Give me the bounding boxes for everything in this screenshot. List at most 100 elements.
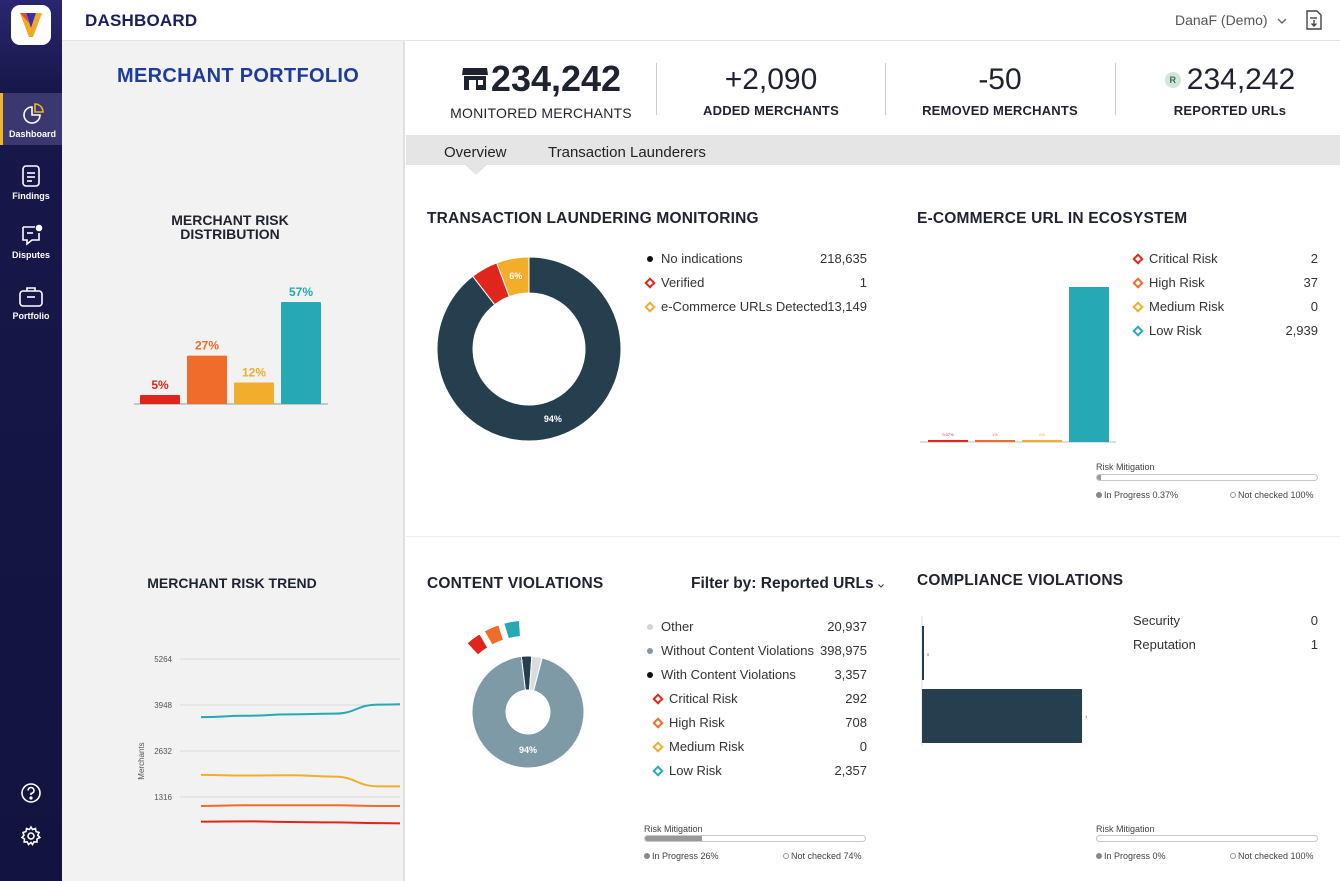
kpi-label: REPORTED URLs bbox=[1173, 103, 1287, 118]
legend-item: Critical Risk 292 bbox=[645, 687, 867, 711]
kpi-label: MONITORED MERCHANTS bbox=[450, 105, 632, 121]
series-line bbox=[200, 820, 400, 825]
top-bar: DASHBOARD DanaF (Demo) bbox=[62, 0, 1340, 41]
filter-label: Filter by: bbox=[691, 575, 757, 592]
compliance-mitigation-title: Risk Mitigation bbox=[1096, 824, 1155, 834]
active-tab-indicator bbox=[465, 165, 487, 175]
user-menu[interactable]: DanaF (Demo) bbox=[1175, 12, 1287, 28]
slice-label: 6% bbox=[509, 271, 522, 281]
kpi-monitored-merchants: 234,242 MONITORED MERCHANTS bbox=[436, 41, 646, 137]
document-icon bbox=[22, 165, 40, 187]
series-line bbox=[200, 804, 400, 807]
nav-item-findings[interactable]: Findings bbox=[0, 155, 62, 207]
diamond-icon bbox=[644, 277, 656, 289]
data-label: 0% bbox=[1039, 432, 1045, 437]
diamond-icon bbox=[1132, 277, 1144, 289]
exploded-slice-group bbox=[466, 633, 489, 656]
chat-alert-icon bbox=[22, 224, 43, 246]
series-line bbox=[200, 773, 400, 788]
legend-item: High Risk 708 bbox=[645, 711, 867, 735]
compliance-bar-chart: 01 bbox=[921, 616, 1088, 746]
kpi-value: 234,242 bbox=[490, 58, 622, 99]
kpi-reported-urls: R 234,242 REPORTED URLs bbox=[1130, 41, 1330, 137]
bar bbox=[187, 355, 227, 404]
exploded-slice bbox=[503, 619, 522, 640]
diamond-icon bbox=[652, 765, 664, 777]
donut-slice bbox=[436, 256, 622, 442]
ecom-legend: Critical Risk 2 High Risk 37 Medium Risk 0 … bbox=[1132, 247, 1318, 343]
diamond-icon bbox=[652, 717, 664, 729]
legend-item: Low Risk 2,939 bbox=[1132, 319, 1318, 343]
app-logo[interactable] bbox=[11, 5, 51, 45]
y-tick-label: 2632 bbox=[154, 747, 172, 756]
nav-item-disputes[interactable]: Disputes bbox=[0, 214, 62, 266]
nav-item-dashboard[interactable]: Dashboard bbox=[0, 93, 62, 145]
legend-item: No indications 218,635 bbox=[645, 247, 867, 271]
sidebar: Dashboard Findings Disputes Portfolio bbox=[0, 0, 62, 881]
diamond-icon bbox=[652, 741, 664, 753]
tlm-legend: No indications 218,635 Verified 1 e-Commer… bbox=[644, 247, 867, 319]
filter-value: Reported URLs bbox=[760, 575, 874, 592]
merchant-portfolio-panel: MERCHANT PORTFOLIO MERCHANT RISK DISTRIB… bbox=[62, 41, 405, 881]
data-label: 5% bbox=[151, 378, 169, 392]
bar bbox=[234, 382, 274, 404]
kpi-value: -50 bbox=[978, 63, 1022, 96]
compliance-legend: Security 0 Reputation 1 bbox=[1133, 609, 1318, 657]
data-label: 0 bbox=[927, 652, 930, 657]
content-not-checked: Not checked 74% bbox=[783, 851, 862, 861]
ecom-mitigation-bar bbox=[1096, 474, 1318, 481]
diamond-icon bbox=[1132, 325, 1144, 337]
exploded-slice bbox=[483, 624, 505, 646]
data-label: 1% bbox=[992, 432, 998, 437]
section-divider bbox=[406, 536, 1340, 537]
store-icon bbox=[461, 68, 488, 90]
ecom-in-progress: In Progress 0.37% bbox=[1096, 490, 1178, 500]
bar bbox=[1022, 440, 1062, 442]
legend-item: Medium Risk 0 bbox=[645, 735, 867, 759]
page-title: DASHBOARD bbox=[85, 11, 198, 30]
legend-item: High Risk 37 bbox=[1132, 271, 1318, 295]
y-tick-label: 1316 bbox=[154, 793, 172, 802]
compliance-in-progress: In Progress 0% bbox=[1096, 851, 1166, 861]
tlm-donut-chart: 94% 6% bbox=[436, 256, 622, 442]
bar bbox=[975, 440, 1015, 442]
pie-chart-icon bbox=[22, 103, 44, 124]
filter-dropdown[interactable]: Filter by: Reported URLs bbox=[691, 575, 884, 593]
dot-icon bbox=[645, 622, 655, 632]
bar bbox=[928, 440, 968, 442]
exploded-slice-group bbox=[503, 619, 522, 640]
donut-slice bbox=[471, 655, 585, 769]
diamond-icon bbox=[1132, 301, 1144, 313]
legend-item: Verified 1 bbox=[644, 271, 867, 295]
nav-item-portfolio[interactable]: Portfolio bbox=[0, 275, 62, 327]
risk-trend-chart: 01316263239485264MerchantsJun 2023Jul 20… bbox=[137, 655, 400, 825]
logo-icon bbox=[20, 13, 42, 37]
kpi-removed-merchants: -50 REMOVED MERCHANTS bbox=[900, 41, 1100, 137]
kpi-label: REMOVED MERCHANTS bbox=[922, 103, 1078, 118]
legend-item: Medium Risk 0 bbox=[1132, 295, 1318, 319]
series-line bbox=[200, 703, 400, 719]
help-icon[interactable] bbox=[20, 782, 42, 809]
exploded-slice bbox=[466, 633, 489, 656]
risk-distribution-title: MERCHANT RISK DISTRIBUTION bbox=[171, 212, 289, 242]
compliance-not-checked: Not checked 100% bbox=[1230, 851, 1314, 861]
tab-bar: Overview Transaction Launderers bbox=[406, 137, 1340, 165]
data-label: 1 bbox=[1085, 714, 1088, 719]
kpi-added-merchants: +2,090 ADDED MERCHANTS bbox=[671, 41, 871, 137]
diamond-icon bbox=[652, 693, 664, 705]
ecom-bar-chart: 0.07% 1% 0% 99% bbox=[920, 279, 1116, 443]
risk-distribution-chart: 5% 27% 12% 57% bbox=[134, 285, 328, 405]
legend-item: Without Content Violations 398,975 bbox=[645, 639, 867, 663]
compliance-mitigation-bar bbox=[1096, 835, 1318, 842]
kpi-strip: 234,242 MONITORED MERCHANTS +2,090 ADDED… bbox=[406, 41, 1340, 137]
risk-trend-title: MERCHANT RISK TREND bbox=[147, 575, 317, 591]
tab-overview[interactable]: Overview bbox=[444, 144, 507, 161]
export-report-icon[interactable] bbox=[1305, 9, 1323, 36]
nav-label: Disputes bbox=[11, 250, 50, 260]
donut-slice bbox=[496, 256, 530, 298]
tab-transaction-launderers[interactable]: Transaction Launderers bbox=[548, 144, 706, 161]
exploded-slice-group bbox=[483, 624, 505, 646]
settings-gear-icon[interactable] bbox=[20, 825, 42, 852]
content-in-progress: In Progress 26% bbox=[644, 851, 719, 861]
legend-item: Low Risk 2,357 bbox=[645, 759, 867, 783]
